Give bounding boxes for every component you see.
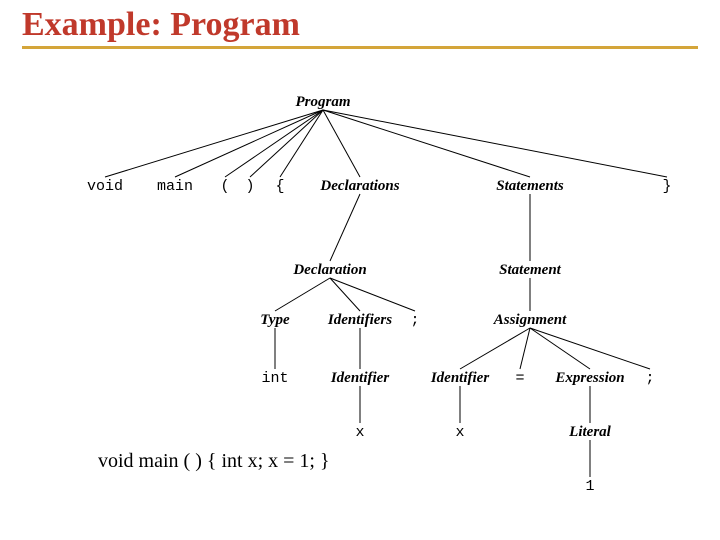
tree-node-identifier1: Identifier: [331, 370, 389, 387]
tree-node-declarations: Declarations: [320, 178, 399, 195]
slide-title: Example: Program: [22, 6, 300, 43]
tree-node-statements: Statements: [496, 178, 564, 195]
tree-node-one: 1: [585, 478, 594, 495]
code-caption: void main ( ) { int x; x = 1; }: [98, 450, 330, 473]
title-underline: [22, 46, 698, 49]
tree-node-identifier2: Identifier: [431, 370, 489, 387]
tree-node-int: int: [261, 370, 288, 387]
tree-node-rparen: ): [245, 178, 254, 195]
tree-node-x1: x: [355, 424, 364, 441]
tree-node-main: main: [157, 178, 193, 195]
tree-node-statement: Statement: [499, 262, 561, 279]
tree-node-equals: =: [515, 370, 524, 387]
tree-node-semi1: ;: [410, 312, 419, 329]
tree-node-rbrace: }: [662, 178, 671, 195]
tree-node-type: Type: [260, 312, 289, 329]
tree-node-expression: Expression: [555, 370, 624, 387]
tree-node-assignment: Assignment: [494, 312, 567, 329]
slide-title-block: Example: Program: [22, 6, 698, 49]
tree-node-lbrace: {: [275, 178, 284, 195]
tree-node-declaration: Declaration: [293, 262, 366, 279]
tree-node-lparen: (: [220, 178, 229, 195]
tree-node-x2: x: [455, 424, 464, 441]
tree-node-semi2: ;: [645, 370, 654, 387]
tree-node-identifiers: Identifiers: [328, 312, 392, 329]
tree-node-void: void: [87, 178, 123, 195]
tree-node-literal: Literal: [569, 424, 611, 441]
tree-node-program: Program: [295, 94, 350, 111]
